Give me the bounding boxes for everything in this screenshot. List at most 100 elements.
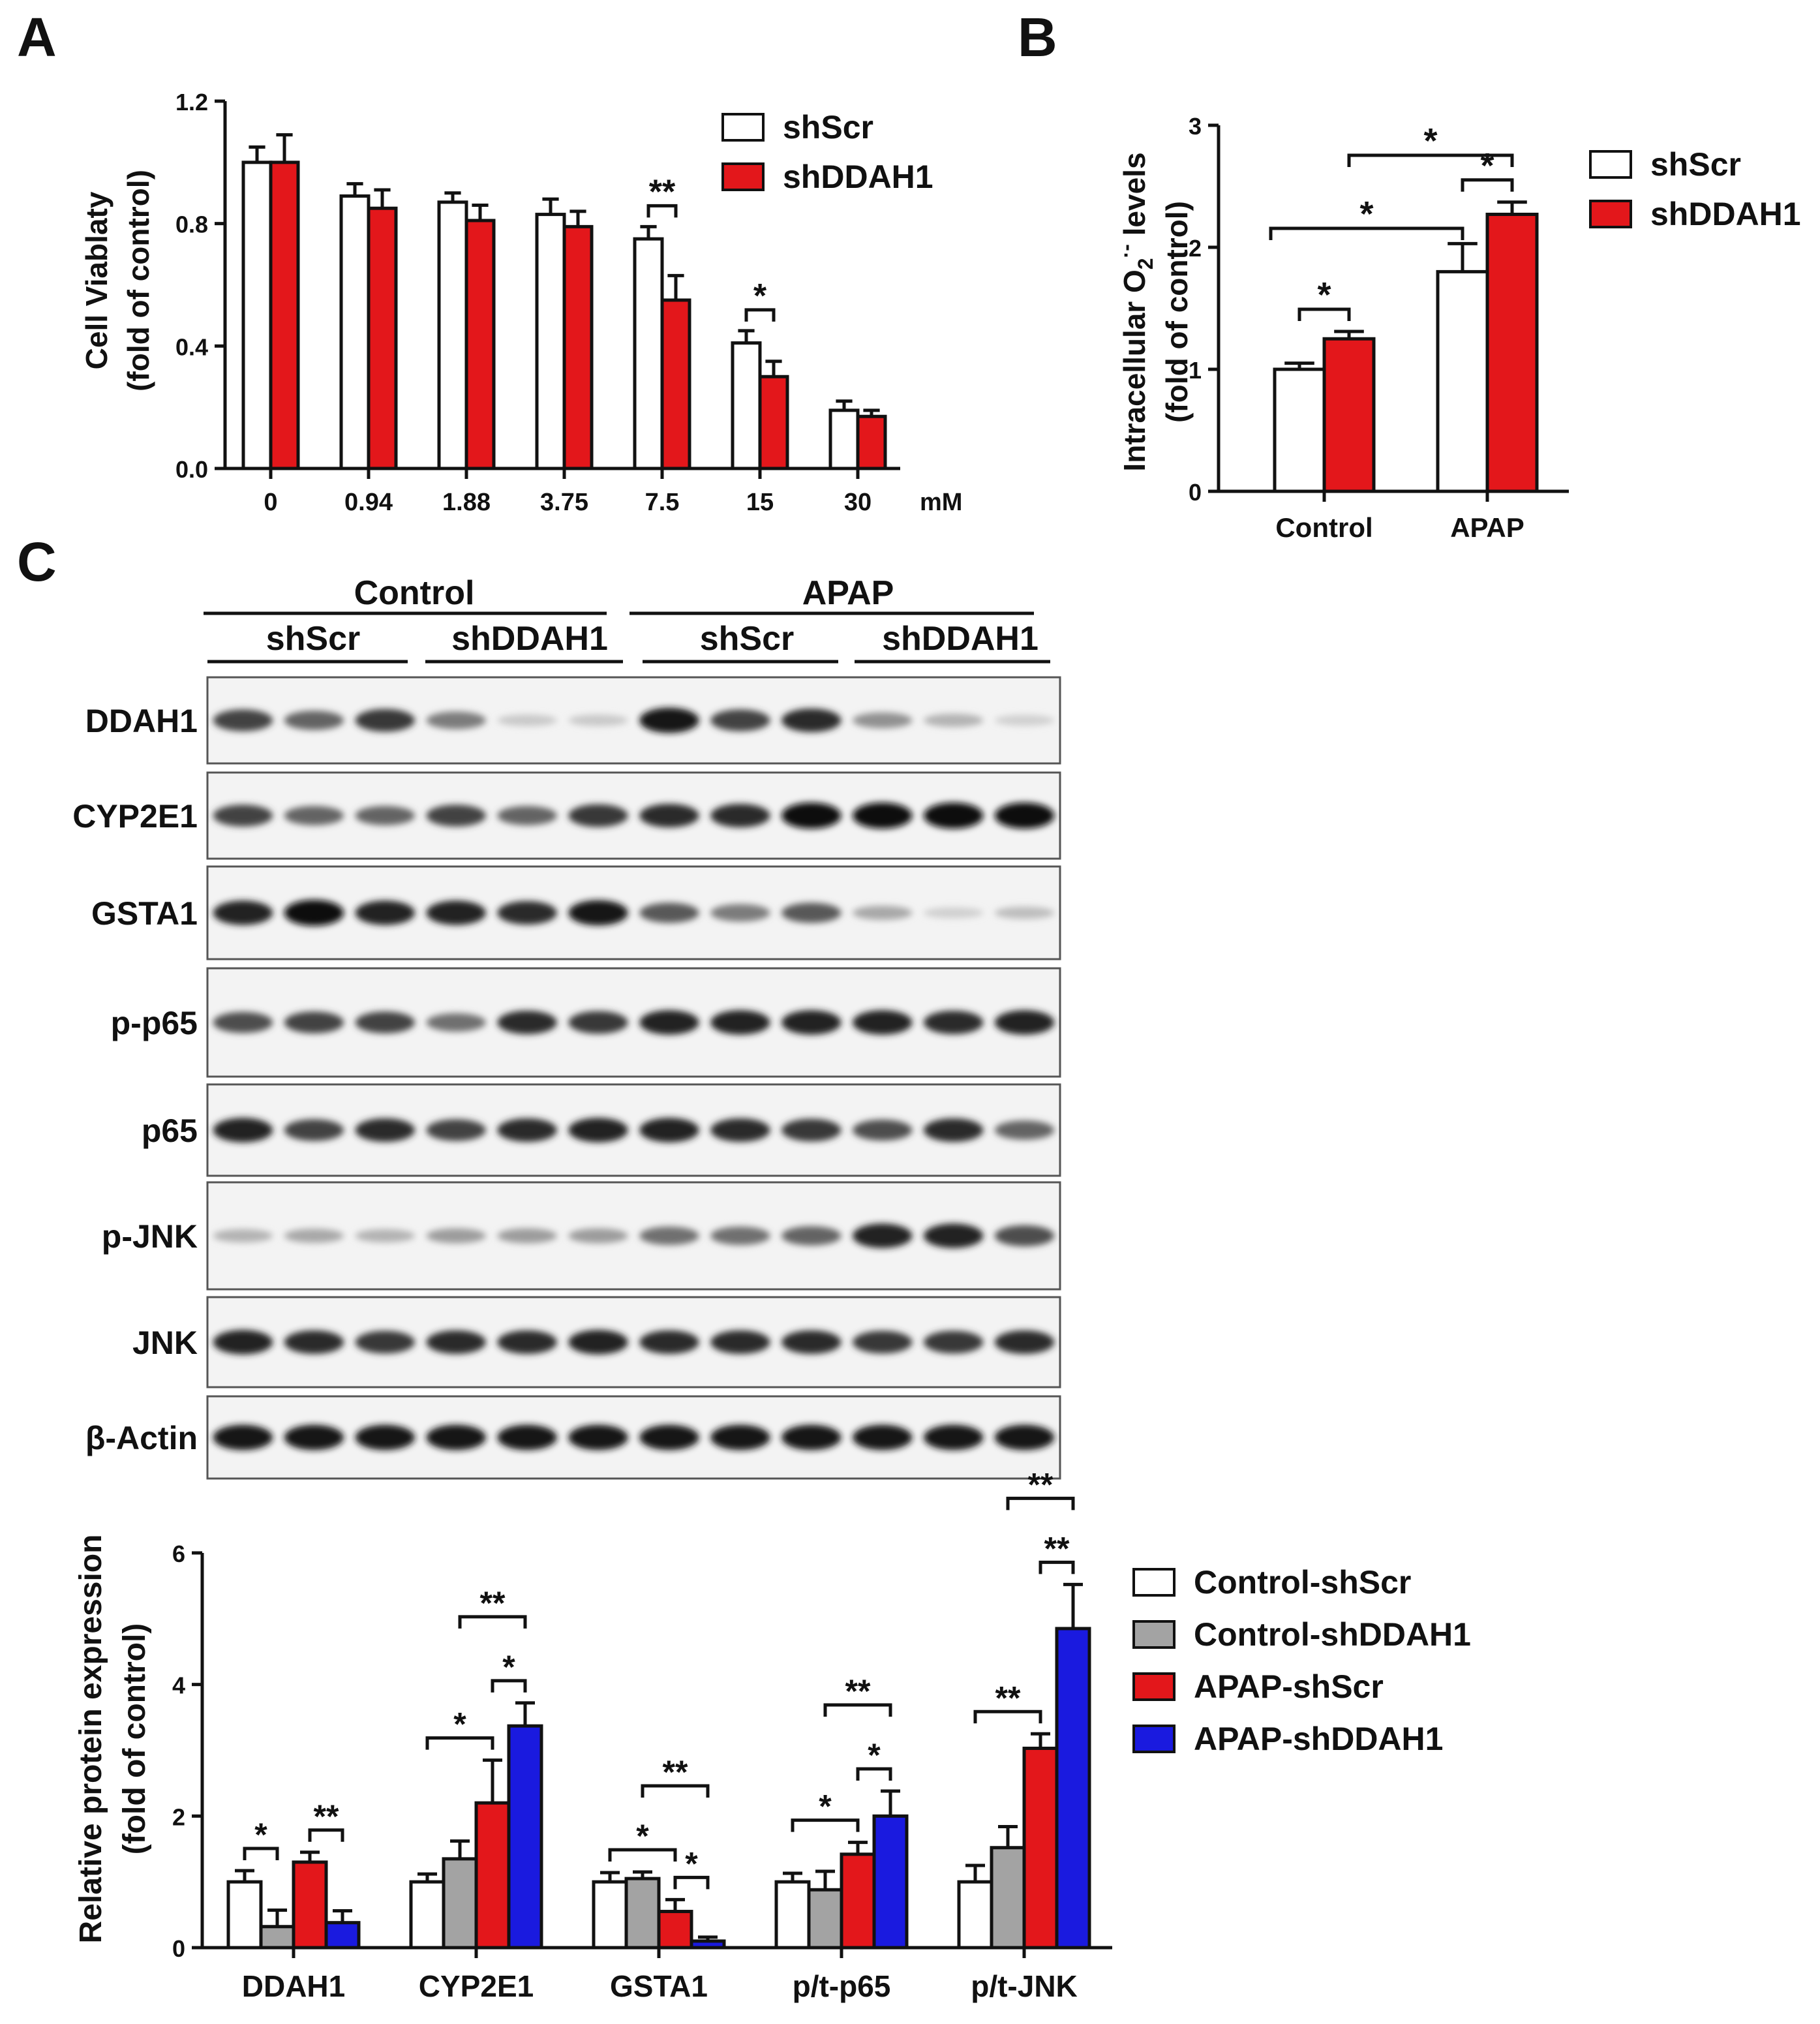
- blot-band: [426, 805, 486, 827]
- panel-c-significance-bracket: [791, 1818, 860, 1832]
- panel-a-ylabel-line1: Cell Viablaty: [80, 191, 114, 369]
- panel-a-bar: [464, 219, 496, 470]
- panel-a-ytick-label: 0.8: [175, 211, 208, 238]
- panel-b-significance-bracket: [1269, 226, 1464, 240]
- blot-band: [213, 709, 273, 731]
- blot-band: [568, 1228, 628, 1244]
- blot-band: [852, 1330, 913, 1354]
- blot-band: [639, 707, 699, 733]
- blot-row-label: p65: [142, 1112, 198, 1149]
- blot-group-3: shScr: [700, 620, 795, 658]
- blot-group-2: shDDAH1: [451, 620, 608, 658]
- panel-a-legend-swatch: [721, 113, 765, 142]
- blot-strip: [206, 676, 1061, 765]
- panel-a-bar: [269, 161, 300, 470]
- blot-band: [284, 806, 344, 825]
- panel-c-ytick-label: 2: [172, 1803, 185, 1830]
- blot-strip: [206, 865, 1061, 960]
- blot-band: [639, 1330, 699, 1355]
- panel-c-category-label: p/t-JNK: [971, 1969, 1078, 2003]
- panel-a-category-label: 3.75: [540, 489, 588, 516]
- panel-a-bar: [856, 414, 887, 470]
- blot-band: [213, 1330, 273, 1355]
- panel-c-significance-label: **: [1028, 1466, 1054, 1503]
- panel-a-bar: [828, 408, 860, 470]
- panel-c-bar: [474, 1801, 511, 1950]
- panel-b-ytick-label: 0: [1189, 479, 1202, 506]
- blot-band: [852, 712, 913, 729]
- panel-b-legend-swatch: [1589, 150, 1632, 179]
- panel-b-legend-swatch: [1589, 200, 1632, 228]
- blot-band: [426, 711, 486, 729]
- panel-c-bar: [507, 1724, 543, 1950]
- blot-band: [355, 1330, 416, 1354]
- blot-row-label: p-JNK: [102, 1218, 198, 1255]
- panel-c-significance-bracket: [425, 1736, 494, 1750]
- blot-band: [923, 1223, 984, 1248]
- blot-band: [852, 906, 913, 920]
- panel-a-unit: mM: [920, 489, 962, 516]
- panel-c-bar: [807, 1888, 843, 1950]
- panel-c-significance-label: **: [995, 1679, 1021, 1716]
- panel-c-bar: [324, 1921, 361, 1950]
- blot-band: [426, 1119, 486, 1141]
- panel-c-ytick-label: 6: [172, 1541, 185, 1567]
- blot-band: [497, 1228, 557, 1244]
- panel-b-significance-label: *: [1359, 194, 1373, 234]
- blot-strip: [206, 1395, 1061, 1480]
- panel-c-significance-label: *: [254, 1817, 267, 1853]
- panel-a-bar: [241, 161, 273, 470]
- blot-condition-control: Control: [354, 574, 475, 612]
- panel-c-bar: [957, 1880, 993, 1950]
- blot-band: [284, 1011, 344, 1034]
- panel-c-significance-bracket: [641, 1784, 710, 1798]
- panel-c-significance-bracket: [458, 1615, 527, 1629]
- blot-band: [710, 1424, 770, 1450]
- blot-band: [923, 1010, 984, 1035]
- panel-c-bar: [872, 1814, 909, 1950]
- panel-c-legend-label: APAP-shScr: [1194, 1668, 1384, 1705]
- blot-band: [710, 1226, 770, 1246]
- panel-c-legend-swatch: [1132, 1672, 1175, 1701]
- panel-a-bar: [633, 237, 664, 470]
- blot-band: [781, 708, 842, 733]
- blot-band: [994, 714, 1055, 726]
- blot-band: [568, 1118, 628, 1142]
- blot-band: [497, 714, 557, 726]
- panel-c-bar: [690, 1939, 726, 1950]
- panel-c-significance-bracket: [308, 1828, 344, 1842]
- panel-c-category-label: CYP2E1: [419, 1969, 534, 2003]
- blot-band: [852, 1223, 913, 1248]
- blot-row-label: JNK: [132, 1325, 198, 1361]
- blot-group-4: shDDAH1: [882, 620, 1039, 658]
- panel-c-significance-bracket: [823, 1703, 892, 1717]
- panel-c-bar: [990, 1846, 1026, 1950]
- panel-c-ytick-label: 4: [172, 1672, 185, 1699]
- panel-b-significance-label: *: [1423, 121, 1437, 161]
- panel-b-bar: [1436, 269, 1489, 493]
- blot-band: [994, 1225, 1055, 1247]
- panel-c-category-label: DDAH1: [242, 1969, 345, 2003]
- panel-c-significance-label: *: [502, 1649, 515, 1685]
- panel-a-bar: [758, 375, 789, 470]
- panel-c-legend-swatch: [1132, 1725, 1175, 1753]
- panel-c-bar: [226, 1880, 263, 1950]
- blot-band: [355, 900, 416, 925]
- blot-band: [426, 900, 486, 925]
- panel-b-ylabel: Intracellular O2·- levels: [1114, 152, 1157, 471]
- blot-band: [994, 803, 1055, 829]
- blot-band: [710, 709, 770, 731]
- blot-band: [497, 1118, 557, 1142]
- panel-c-significance-label: *: [453, 1706, 466, 1743]
- blot-band: [568, 1011, 628, 1034]
- blot-band: [213, 1118, 273, 1142]
- panel-a-bar: [731, 341, 762, 470]
- blot-strip: [206, 1296, 1061, 1388]
- blot-band: [497, 1424, 557, 1450]
- blot-band: [923, 907, 984, 919]
- panel-c-category-label: GSTA1: [610, 1969, 708, 2003]
- panel-b-significance-label: *: [1480, 146, 1494, 185]
- blot-band: [355, 806, 416, 825]
- panel-b-chart: Intracellular O2·- levels (fold of contr…: [1114, 113, 1801, 543]
- blot-band: [852, 1119, 913, 1141]
